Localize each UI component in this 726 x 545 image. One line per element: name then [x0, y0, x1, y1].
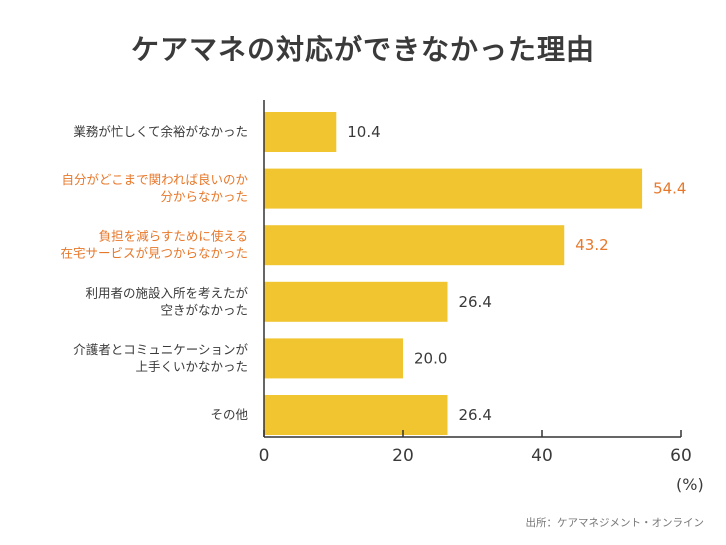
source-note: 出所：ケアマネジメント・オンライン	[525, 517, 705, 529]
bar-4	[264, 338, 403, 379]
value-label-3: 26.4	[458, 293, 491, 311]
value-label-5: 26.4	[458, 406, 491, 424]
category-label-line: 在宅サービスが見つからなかった	[60, 246, 248, 261]
chart-title: ケアマネの対応ができなかった理由	[130, 33, 595, 66]
category-label-4: 介護者とコミュニケーションが上手くいかなかった	[73, 342, 248, 374]
labels-layer: 10.4 業務が忙しくて余裕がなかった 54.4 自分がどこまで関われば良いのか分から…	[60, 123, 686, 424]
bar-1	[264, 168, 643, 209]
bar-3	[264, 281, 448, 322]
value-label-2: 43.2	[575, 236, 608, 254]
axis-layer: 0 20 40 60	[259, 100, 692, 466]
category-label-line: 負担を減らすために使える	[99, 229, 248, 244]
category-label-2: 負担を減らすために使える在宅サービスが見つからなかった	[60, 229, 248, 261]
value-label-0: 10.4	[347, 123, 380, 141]
x-tick-label-0: 0	[259, 446, 270, 466]
category-label-line: 業務が忙しくて余裕がなかった	[73, 124, 248, 139]
category-label-1: 自分がどこまで関われば良いのか分からなかった	[61, 172, 248, 204]
category-label-line: 上手くいかなかった	[135, 359, 248, 374]
category-label-5: その他	[210, 407, 248, 422]
value-label-1: 54.4	[653, 180, 686, 198]
bar-5	[264, 395, 448, 435]
category-label-3: 利用者の施設入所を考えたが空きがなかった	[85, 285, 248, 317]
category-label-line: 自分がどこまで関われば良いのか	[61, 172, 248, 187]
bars-layer	[264, 112, 643, 435]
category-label-line: 空きがなかった	[160, 302, 248, 317]
value-label-4: 20.0	[414, 349, 447, 367]
category-label-line: 分からなかった	[160, 189, 248, 204]
x-axis-unit: (%)	[676, 475, 704, 494]
x-tick-label-3: 60	[670, 446, 692, 466]
category-label-line: 介護者とコミュニケーションが	[73, 342, 248, 357]
x-tick-label-1: 20	[392, 446, 414, 466]
bar-0	[264, 112, 337, 152]
bar-2	[264, 225, 565, 266]
category-label-0: 業務が忙しくて余裕がなかった	[73, 124, 248, 139]
category-label-line: その他	[210, 407, 248, 422]
category-label-line: 利用者の施設入所を考えたが	[85, 285, 248, 300]
x-tick-label-2: 40	[531, 446, 553, 466]
